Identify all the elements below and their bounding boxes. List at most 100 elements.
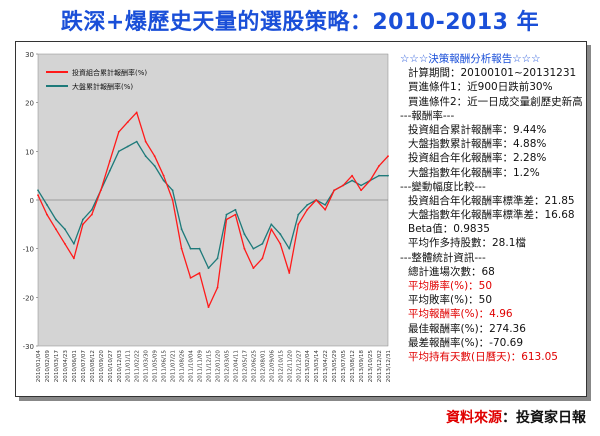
report-line: 買進條件1：近900日跌前30%	[408, 81, 553, 94]
data-point	[198, 247, 201, 250]
data-point	[288, 272, 291, 274]
data-point	[297, 213, 300, 216]
x-tick-label: 2013/10/25	[368, 350, 374, 383]
x-tick-label: 2013/04/22	[323, 350, 329, 382]
data-point	[108, 169, 111, 172]
data-point	[81, 218, 84, 221]
data-point	[153, 165, 156, 167]
data-point	[153, 155, 156, 158]
source-note: 資料來源：投資家日報	[446, 407, 586, 427]
data-point	[90, 213, 93, 216]
report-line: 投資組合年化報酬率：2.28%	[408, 152, 547, 165]
chart-frame: -30 -20 -10 0 10 20 30 2010/01/04 2010/02/09 2010…	[15, 41, 587, 397]
data-point	[180, 247, 183, 250]
data-point	[252, 267, 255, 270]
data-point	[135, 140, 138, 143]
report-line: 大盤指數年化報酬率標準差：16.68	[408, 209, 575, 222]
data-point	[270, 223, 273, 226]
data-point	[351, 179, 354, 182]
data-point	[117, 130, 120, 133]
data-point	[288, 247, 291, 250]
y-tick-label: -20	[23, 294, 34, 302]
data-point	[162, 174, 165, 177]
y-tick-label: 20	[25, 100, 34, 108]
data-point	[333, 189, 336, 192]
report-line: 投資組合累計報酬率：9.44%	[408, 123, 547, 136]
x-tick-label: 2013/03/14	[314, 350, 320, 383]
report-line: 平均敗率(%)：50	[408, 294, 493, 307]
report-line: 計算期間：20100101~20131231	[408, 67, 577, 80]
x-tick-label: 2010/02/09	[45, 350, 51, 383]
page-title: 跌深+爆歷史天量的選股策略：2010-2013 年	[60, 10, 540, 35]
series-line	[37, 140, 388, 269]
data-point	[162, 179, 165, 182]
x-tick-label: 2011/07/21	[171, 350, 177, 383]
report-line: 最佳報酬率(%)：274.36	[408, 322, 526, 335]
data-point	[55, 228, 57, 231]
x-tick-label: 2012/04/11	[233, 350, 239, 383]
data-point	[306, 208, 309, 211]
data-point	[207, 267, 210, 270]
data-point	[360, 189, 362, 192]
data-point	[72, 242, 75, 245]
data-point	[207, 306, 210, 308]
x-tick-label: 2010/08/12	[90, 350, 96, 382]
x-tick-label: 2013/09/18	[359, 350, 365, 383]
x-tick-label: 2010/01/04	[36, 350, 42, 383]
x-tick-label: 2011/11/09	[198, 350, 204, 383]
data-point	[342, 184, 345, 187]
x-tick-label: 2012/08/01	[260, 350, 266, 383]
data-point	[117, 150, 120, 153]
data-point	[315, 199, 318, 201]
data-point	[144, 155, 147, 158]
source-label: 資料來源	[446, 410, 502, 426]
x-tick-label: 2010/09/20	[99, 350, 105, 383]
report-line: 平均作多持股數：28.1檔	[408, 237, 526, 250]
legend-label: 大盤累計報酬率(%)	[72, 82, 133, 91]
data-point	[108, 160, 111, 162]
data-point	[378, 174, 380, 177]
x-tick-label: 2013/08/12	[350, 350, 356, 382]
x-tick-label: 2012/05/17	[242, 350, 248, 383]
x-tick-label: 2011/02/22	[135, 350, 141, 382]
x-tick-label: 2012/10/15	[278, 350, 284, 383]
data-point	[37, 194, 39, 197]
x-tick-label: 2013/07/05	[341, 350, 347, 383]
data-point	[351, 174, 354, 177]
x-tick-label: 2011/08/26	[180, 350, 186, 383]
data-point	[81, 223, 84, 226]
x-tick-label: 2011/10/04	[189, 350, 195, 383]
data-point	[189, 276, 192, 279]
y-tick-label: -10	[23, 246, 34, 254]
x-tick-label: 2012/01/20	[215, 350, 221, 383]
data-point	[72, 257, 75, 260]
x-tick-label: 2012/03/05	[224, 350, 230, 383]
data-point	[46, 203, 48, 206]
data-point	[306, 203, 309, 206]
data-point	[46, 213, 48, 216]
data-point	[216, 286, 219, 289]
report-line: 平均持有天數(日曆天)：613.05	[408, 350, 558, 363]
x-tick-label: 2010/03/17	[54, 350, 60, 383]
report-panel: ☆☆☆決策報酬分析報告☆☆☆ 計算期間：20100101~20131231 買進條件…	[396, 52, 584, 364]
data-point	[171, 199, 174, 201]
x-tick-label: 2010/07/07	[81, 350, 87, 383]
x-tick-label: 2012/06/25	[251, 350, 257, 383]
data-point	[126, 145, 129, 148]
x-tick-label: 2013/12/31	[386, 350, 392, 383]
y-tick-label: 10	[25, 148, 34, 156]
x-tick-label: 2013/02/04	[305, 350, 311, 383]
data-point	[234, 213, 237, 216]
data-point	[225, 213, 228, 216]
report-line: 大盤指數年化報酬率：1.2%	[408, 166, 540, 179]
data-point	[378, 165, 380, 167]
data-point	[99, 189, 102, 192]
report-line: ---整體統計資訊---	[400, 251, 486, 264]
data-point	[243, 233, 246, 235]
x-tick-label: 2010/12/03	[117, 350, 123, 383]
data-point	[324, 203, 327, 206]
data-point	[144, 140, 147, 143]
x-tick-label: 2012/11/20	[287, 350, 293, 383]
data-point	[55, 218, 57, 221]
